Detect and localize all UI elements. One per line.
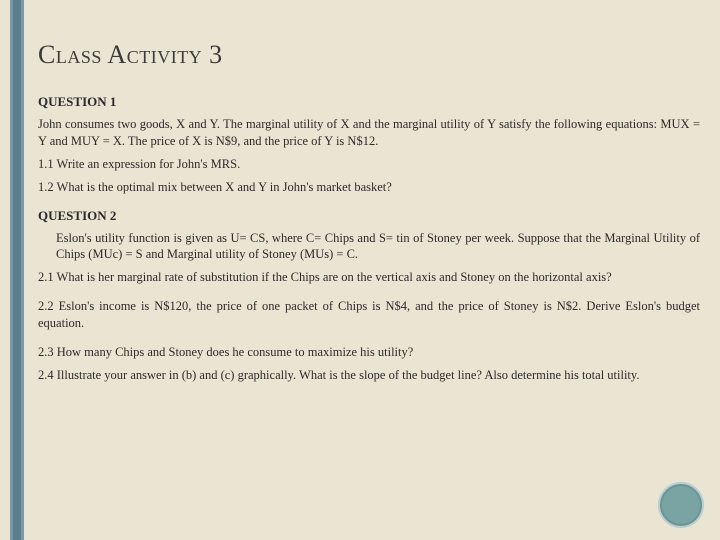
q1-intro-text: John consumes two goods, X and Y. The ma… [38, 117, 700, 148]
question-2-3: 2.3 How many Chips and Stoney does he co… [38, 344, 700, 361]
question-1-intro: John consumes two goods, X and Y. The ma… [38, 116, 700, 150]
question-2-intro: Eslon's utility function is given as U= … [38, 230, 700, 264]
question-2-heading: QUESTION 2 [38, 208, 700, 224]
decorative-circle [658, 482, 704, 528]
question-1-1: 1.1 Write an expression for John's MRS. [38, 156, 700, 173]
content-area: Class Activity 3 QUESTION 1 John consume… [38, 40, 700, 390]
question-1-2: 1.2 What is the optimal mix between X an… [38, 179, 700, 196]
question-2-4: 2.4 Illustrate your answer in (b) and (c… [38, 367, 700, 384]
question-2-1: 2.1 What is her marginal rate of substit… [38, 269, 700, 286]
question-1-heading: QUESTION 1 [38, 94, 700, 110]
question-2-2: 2.2 Eslon's income is N$120, the price o… [38, 298, 700, 332]
page-title: Class Activity 3 [38, 40, 700, 70]
left-stripe-inner [13, 0, 21, 540]
